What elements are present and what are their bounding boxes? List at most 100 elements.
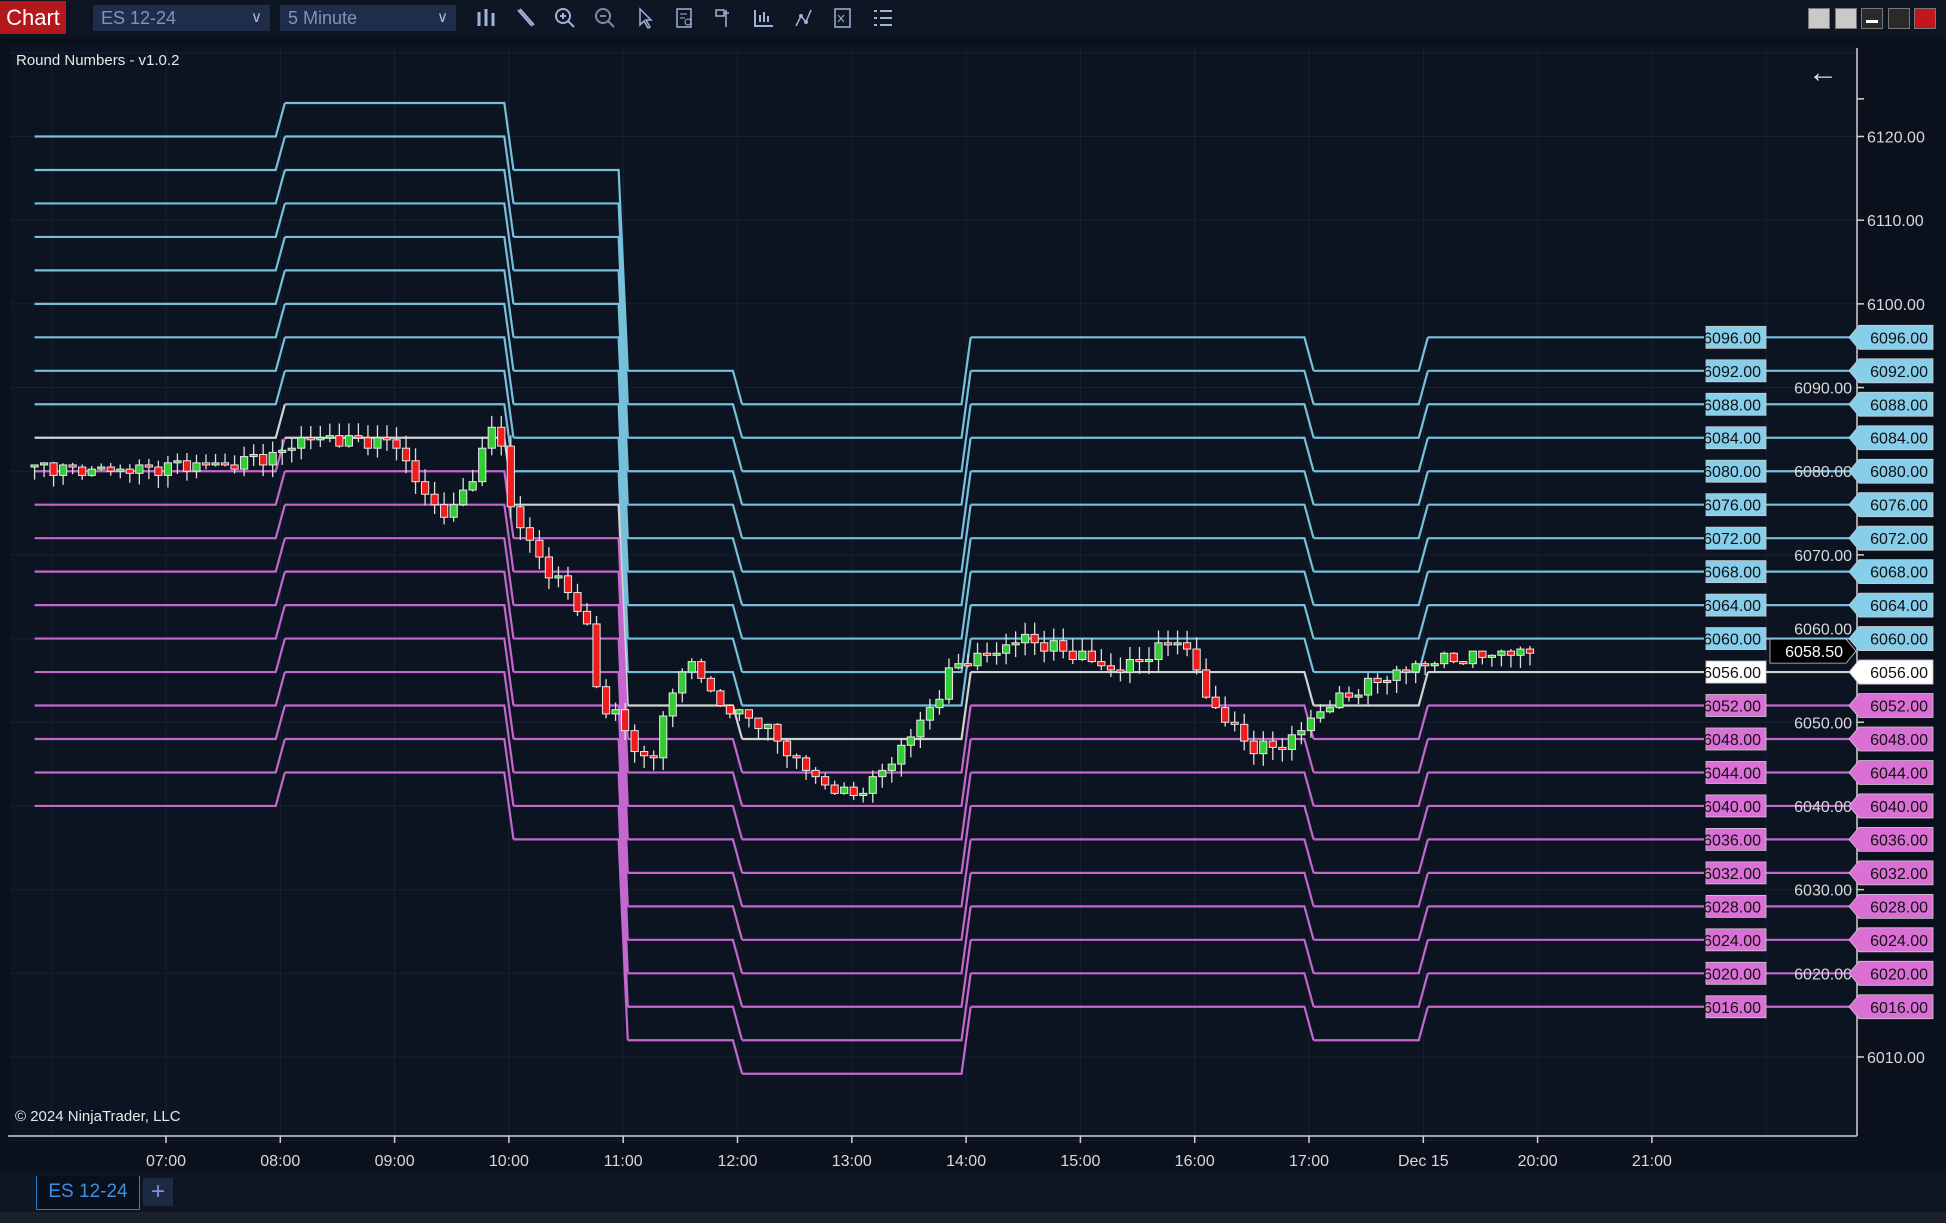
candle-body-up xyxy=(249,453,258,458)
candle-body-up xyxy=(687,661,696,673)
indicators-icon[interactable] xyxy=(751,6,777,30)
candle-body-down xyxy=(1278,746,1287,750)
candle xyxy=(325,423,334,443)
candle-body-down xyxy=(1030,633,1039,644)
properties-icon[interactable] xyxy=(870,6,896,30)
tile-icon[interactable] xyxy=(1834,8,1857,29)
candle xyxy=(163,455,173,488)
candle-body-down xyxy=(1240,723,1249,742)
candle-body-down xyxy=(849,786,858,796)
price-tick-label: 6060.00 xyxy=(1794,622,1852,639)
round-level-label-text: 6052.00 xyxy=(1703,699,1761,716)
candle-body-up xyxy=(173,460,182,464)
candle xyxy=(1078,638,1087,662)
round-number-line xyxy=(627,369,744,405)
candle xyxy=(1411,660,1420,684)
candle xyxy=(1344,686,1354,702)
round-number-line xyxy=(284,637,515,706)
tab-es-12-24[interactable]: ES 12-24 xyxy=(36,1176,140,1210)
templates-icon[interactable] xyxy=(830,6,856,30)
bar-type-icon[interactable] xyxy=(473,6,499,30)
drawing-tool-icon[interactable] xyxy=(513,6,539,30)
round-level-label-text: 6088.00 xyxy=(1703,397,1761,414)
candle xyxy=(201,454,211,470)
round-number-line xyxy=(1313,504,1429,540)
candle-body-down xyxy=(573,592,582,612)
candle xyxy=(1202,658,1211,699)
back-arrow-icon[interactable]: ← xyxy=(1808,56,1838,89)
strategies-icon[interactable] xyxy=(791,6,817,30)
instrument-selector[interactable]: ES 12-24 ∨ xyxy=(93,5,270,31)
candle-body-up xyxy=(1316,711,1325,719)
axis-level-label-text: 6068.00 xyxy=(1870,565,1928,582)
zoom-out-icon[interactable] xyxy=(592,6,618,30)
restore-icon[interactable] xyxy=(1808,8,1830,29)
candle-body-down xyxy=(525,527,534,541)
round-number-line xyxy=(513,235,629,438)
candle-body-up xyxy=(935,698,944,709)
round-number-line xyxy=(284,771,515,840)
round-number-line xyxy=(742,437,972,506)
round-level-label-text: 6044.00 xyxy=(1703,765,1761,782)
candle-body-up xyxy=(1154,642,1163,660)
candle-body-up xyxy=(278,449,287,453)
round-level-label-box xyxy=(1705,426,1767,450)
candle-body-down xyxy=(1106,665,1115,671)
candle-body-down xyxy=(1421,663,1430,667)
round-number-line xyxy=(34,370,286,406)
zoom-in-icon[interactable] xyxy=(552,6,578,30)
round-number-line xyxy=(627,871,744,907)
axis-level-label-box xyxy=(1848,726,1934,752)
round-level-label-box xyxy=(1705,995,1767,1019)
candle xyxy=(268,441,277,478)
round-level-label-text: 6096.00 xyxy=(1703,330,1761,347)
minimize-icon[interactable] xyxy=(1861,8,1883,29)
axis-level-label-text: 6084.00 xyxy=(1870,431,1928,448)
axis-level-label: 6060.00 xyxy=(1848,626,1934,651)
candle-body-down xyxy=(259,453,268,466)
candle xyxy=(106,462,115,476)
round-number-line xyxy=(627,972,744,1008)
round-level-label-text: 6036.00 xyxy=(1703,832,1761,849)
candle-body-down xyxy=(754,717,763,730)
candle-body-down xyxy=(1506,650,1516,656)
round-number-line xyxy=(1313,337,1429,372)
candle-body-down xyxy=(630,730,639,753)
pointer-icon[interactable] xyxy=(632,6,658,30)
candle-body-up xyxy=(840,786,849,794)
price-tick-label: 6120.00 xyxy=(1867,130,1925,147)
round-number-line xyxy=(627,403,744,439)
candle-body-up xyxy=(925,707,935,721)
price-chart[interactable]: 6120.00 6110.00 6100.00 6090.00 6080.00 6070.… xyxy=(0,37,1946,1172)
round-level-label-text: 6076.00 xyxy=(1703,498,1761,515)
candle-body-down xyxy=(621,709,630,732)
round-number-line xyxy=(742,671,972,741)
round-number-line xyxy=(1313,403,1429,439)
candle-body-down xyxy=(1449,652,1458,663)
candle xyxy=(497,416,506,456)
candle xyxy=(316,425,325,447)
candle-body-down xyxy=(744,709,754,719)
add-tab-button[interactable]: + xyxy=(143,1178,173,1206)
candle-body-down xyxy=(1402,669,1411,673)
candle xyxy=(1011,631,1020,658)
chart-trader-icon[interactable] xyxy=(711,6,737,30)
maximize-icon[interactable] xyxy=(1887,8,1910,29)
axis-level-label: 6028.00 xyxy=(1848,893,1934,919)
round-level-label: 6044.00 xyxy=(1703,761,1767,784)
candle xyxy=(1421,661,1430,676)
candle xyxy=(601,679,611,719)
price-tick-label: 6070.00 xyxy=(1794,548,1852,565)
data-box-icon[interactable] xyxy=(672,6,698,30)
close-icon[interactable] xyxy=(1914,8,1936,29)
axis-level-label: 6020.00 xyxy=(1848,960,1934,986)
candle xyxy=(1211,685,1220,710)
chart-menu-button[interactable]: Chart xyxy=(0,1,66,34)
interval-selector[interactable]: 5 Minute ∨ xyxy=(280,5,456,31)
axis-level-label: 6072.00 xyxy=(1848,525,1934,551)
candle-body-down xyxy=(1182,642,1192,650)
round-number-line xyxy=(513,804,629,1007)
round-number-line xyxy=(1313,805,1429,841)
candle-body-down xyxy=(306,437,315,441)
round-number-line xyxy=(513,637,629,840)
